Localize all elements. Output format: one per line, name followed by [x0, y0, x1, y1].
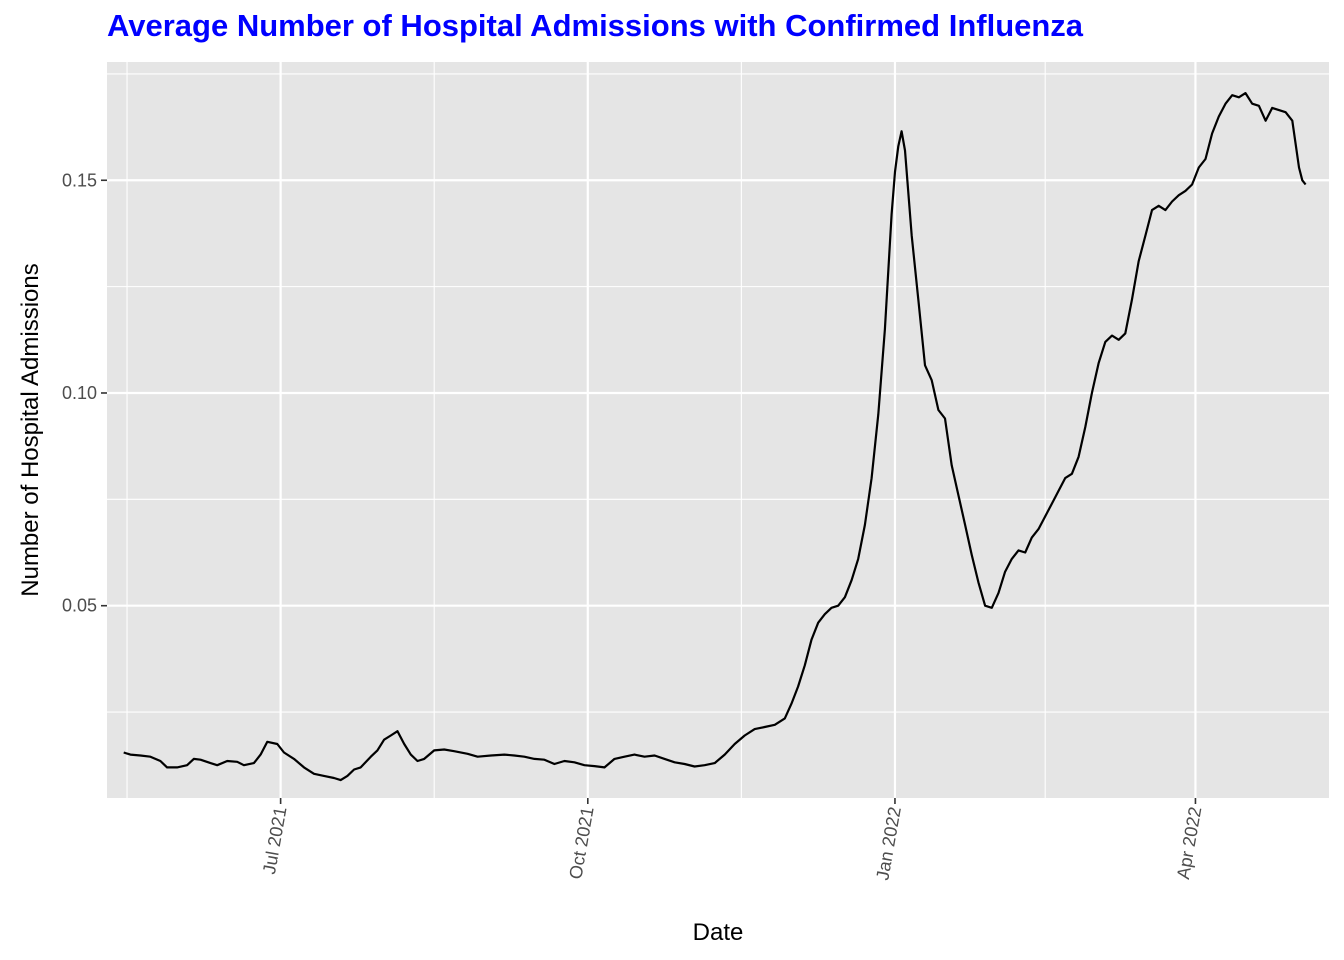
series-line — [123, 92, 1307, 782]
x-tick-label: Jan 2022 — [872, 805, 905, 881]
x-axis-title: Date — [693, 919, 744, 946]
y-axis-title: Number of Hospital Admissions — [17, 263, 44, 596]
y-tick-label: 0.05 — [62, 596, 97, 616]
plot-panel — [107, 62, 1329, 798]
y-tick-label: 0.10 — [62, 383, 97, 403]
y-axis: 0.05 0.10 0.15 — [62, 170, 107, 616]
x-axis: Jul 2021 Oct 2021 Jan 2022 Apr 2022 — [259, 798, 1205, 882]
minor-gridlines — [107, 62, 1329, 798]
chart-title: Average Number of Hospital Admissions wi… — [107, 8, 1084, 43]
x-tick-label: Jul 2021 — [259, 805, 291, 876]
x-tick-label: Oct 2021 — [565, 805, 597, 880]
y-tick-label: 0.15 — [62, 170, 97, 190]
major-gridlines — [107, 62, 1329, 798]
x-tick-label: Apr 2022 — [1173, 805, 1205, 880]
